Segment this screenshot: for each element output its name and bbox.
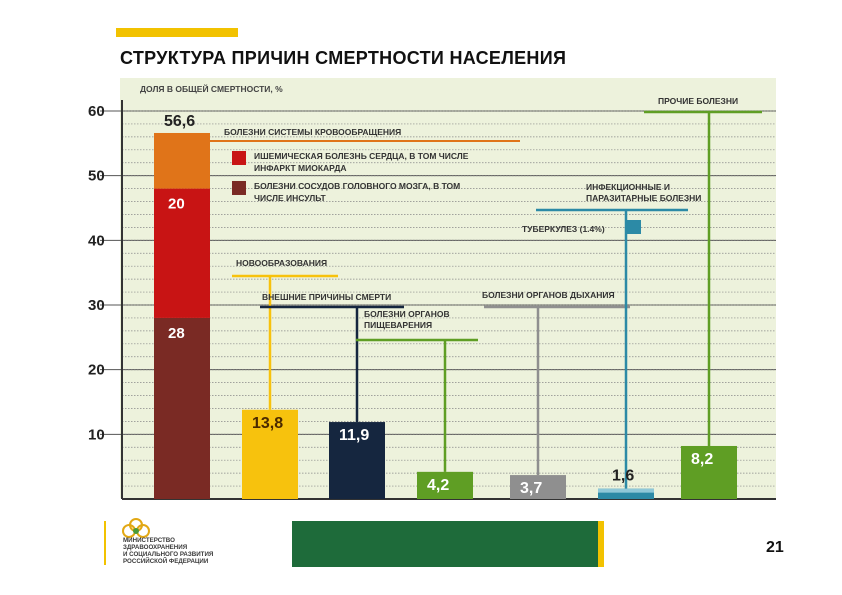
category-label-circulatory: БОЛЕЗНИ СИСТЕМЫ КРОВООБРАЩЕНИЯ <box>224 127 401 137</box>
legend-swatch <box>232 150 246 165</box>
category-label: ИНФЕКЦИОННЫЕ И <box>586 182 670 192</box>
legend-label: БОЛЕЗНИ СОСУДОВ ГОЛОВНОГО МОЗГА, В ТОМ <box>254 181 460 191</box>
y-tick-label: 30 <box>88 297 105 314</box>
bar-segment-ischemic <box>154 188 210 318</box>
bar-value-label: 56,6 <box>164 113 195 130</box>
bar-value-label: 3,7 <box>520 480 542 497</box>
page-number: 21 <box>766 539 784 556</box>
category-label: НОВООБРАЗОВАНИЯ <box>236 258 327 268</box>
bar-segment-label: 20 <box>168 196 185 213</box>
tuberculosis-swatch <box>627 220 641 234</box>
bar-5 <box>598 488 654 499</box>
legend-label: ИНФАРКТ МИОКАРДА <box>254 163 347 173</box>
bar-segment-stroke <box>154 317 210 499</box>
mortality-chart: 10 20 30 40 50 60 ДОЛЯ В ОБЩЕЙ СМЕРТНОСТИ, % 28… <box>88 83 776 500</box>
category-label: ПРОЧИЕ БОЛЕЗНИ <box>658 96 738 106</box>
footer-band-accent <box>598 521 604 567</box>
bar-infectious-top-band <box>598 488 654 493</box>
legend-label: ИШЕМИЧЕСКАЯ БОЛЕЗНЬ СЕРДЦА, В ТОМ ЧИСЛЕ <box>254 151 469 161</box>
ministry-line: РОССИЙСКОЙ ФЕДЕРАЦИИ <box>123 558 209 565</box>
ministry-line: ЗДРАВООХРАНЕНИЯ <box>123 544 188 551</box>
bar-segment-label: 28 <box>168 325 185 342</box>
bar-value-label: 4,2 <box>427 477 449 494</box>
bar-3 <box>417 471 473 499</box>
y-tick-label: 40 <box>88 232 105 249</box>
category-label: ПИЩЕВАРЕНИЯ <box>364 320 432 330</box>
y-tick-label: 20 <box>88 362 105 379</box>
y-axis-title: ДОЛЯ В ОБЩЕЙ СМЕРТНОСТИ, % <box>140 83 283 94</box>
y-tick-label: 10 <box>88 426 105 443</box>
ministry-logo-icon <box>122 518 150 538</box>
bar-segment-other-circulatory <box>154 132 210 189</box>
y-tick-label: 60 <box>88 103 105 120</box>
category-label: ВНЕШНИЕ ПРИЧИНЫ СМЕРТИ <box>262 292 391 302</box>
bar-4 <box>510 475 566 499</box>
bar-6 <box>681 445 737 499</box>
ministry-line: МИНИСТЕРСТВО <box>123 537 175 544</box>
tuberculosis-label: ТУБЕРКУЛЕЗ (1.4%) <box>522 224 605 234</box>
bar-value-label: 13,8 <box>252 415 283 432</box>
y-tick-label: 50 <box>88 168 105 185</box>
category-label: ПАРАЗИТАРНЫЕ БОЛЕЗНИ <box>586 193 701 203</box>
footer-divider <box>104 521 106 565</box>
bar-value-label: 8,2 <box>691 451 713 468</box>
ministry-name: МИНИСТЕРСТВО ЗДРАВООХРАНЕНИЯ И СОЦИАЛЬНО… <box>123 537 213 565</box>
title-accent-bar <box>116 28 238 37</box>
bar-value-label: 11,9 <box>339 427 369 444</box>
category-label: БОЛЕЗНИ ОРГАНОВ <box>364 309 450 319</box>
category-label: БОЛЕЗНИ ОРГАНОВ ДЫХАНИЯ <box>482 290 615 300</box>
bar-1 <box>242 409 298 499</box>
bar-value-label: 1,6 <box>612 468 634 485</box>
bar-2 <box>329 422 385 499</box>
chart-panel <box>120 78 776 498</box>
slide-title: СТРУКТУРА ПРИЧИН СМЕРТНОСТИ НАСЕЛЕНИЯ <box>120 48 567 68</box>
legend-swatch <box>232 180 246 195</box>
legend-label: ЧИСЛЕ ИНСУЛЬТ <box>254 193 326 203</box>
footer-band <box>292 521 598 567</box>
ministry-line: И СОЦИАЛЬНОГО РАЗВИТИЯ <box>123 551 214 558</box>
